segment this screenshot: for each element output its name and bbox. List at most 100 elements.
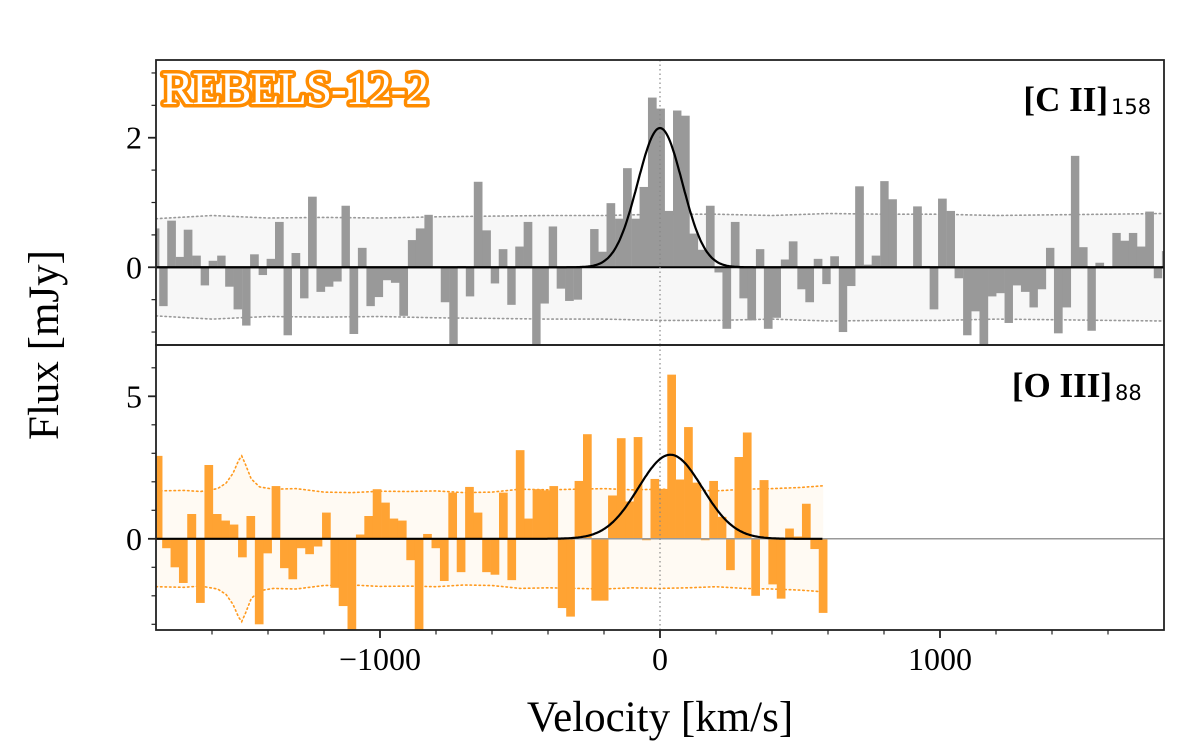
cii-flux-bar xyxy=(797,267,806,290)
source-name-badge: REBELS-12-2 xyxy=(162,63,428,115)
oiii-flux-bar xyxy=(238,538,247,558)
oiii-flux-bar xyxy=(473,512,483,539)
cii-flux-bar xyxy=(888,199,897,268)
cii-flux-bar xyxy=(1112,232,1121,268)
cii-flux-bar xyxy=(316,267,326,292)
oiii-flux-bar xyxy=(305,538,314,555)
oiii-flux-bar xyxy=(742,432,752,539)
cii-flux-bar xyxy=(498,249,508,268)
x-tick-label: 1000 xyxy=(908,641,972,677)
cii-line-subscript: 158 xyxy=(1111,95,1151,119)
x-tick-label: 0 xyxy=(652,641,668,677)
oiii-flux-bar xyxy=(759,480,769,539)
cii-flux-bar xyxy=(341,205,350,268)
oiii-flux-bar xyxy=(204,464,214,539)
oiii-gaussian-fit-line xyxy=(156,453,823,540)
cii-flux-bar xyxy=(664,210,674,268)
x-tick-label: −1000 xyxy=(339,641,421,677)
cii-flux-bar xyxy=(1078,247,1088,268)
oiii-flux-bar xyxy=(178,538,188,583)
cii-flux-bar xyxy=(1161,251,1164,268)
cii-flux-bar xyxy=(822,267,831,285)
cii-plot-area xyxy=(156,60,1164,345)
cii-flux-bar xyxy=(1120,240,1130,268)
cii-flux-bar xyxy=(440,267,450,303)
oiii-flux-bar xyxy=(490,538,500,575)
oiii-flux-bar xyxy=(322,512,331,539)
oiii-line-subscript: 88 xyxy=(1115,381,1142,405)
oiii-panel: 05 xyxy=(126,344,1165,631)
cii-flux-bar xyxy=(291,253,301,268)
oiii-flux-bar xyxy=(785,528,794,539)
cii-flux-bar xyxy=(871,255,881,268)
oiii-flux-bar xyxy=(515,450,525,539)
oiii-flux-bar xyxy=(456,538,466,573)
cii-flux-bar xyxy=(357,247,367,268)
oiii-flux-bar xyxy=(557,538,567,609)
oiii-flux-bar xyxy=(658,488,668,539)
oiii-flux-bar xyxy=(338,538,348,607)
cii-flux-bar xyxy=(788,241,798,268)
oiii-flux-bar xyxy=(330,538,340,588)
cii-flux-bar xyxy=(1062,267,1072,308)
cii-flux-bar xyxy=(382,267,392,281)
cii-flux-bar xyxy=(1053,267,1063,334)
oiii-flux-bar xyxy=(414,538,424,630)
oiii-flux-bar xyxy=(288,538,298,580)
cii-flux-bar xyxy=(390,267,400,283)
cii-flux-bar xyxy=(971,267,980,312)
cii-flux-bar xyxy=(515,246,524,268)
oiii-flux-bar xyxy=(389,518,399,539)
oiii-flux-bar xyxy=(566,538,575,617)
oiii-flux-bar xyxy=(616,438,626,539)
cii-flux-bar xyxy=(1095,262,1105,268)
oiii-flux-bar xyxy=(170,538,180,568)
oiii-flux-bar xyxy=(734,457,744,539)
oiii-flux-bar xyxy=(717,516,727,539)
cii-flux-bar xyxy=(1145,211,1154,268)
cii-flux-bar xyxy=(755,249,765,268)
oiii-flux-bar xyxy=(263,538,272,554)
oiii-flux-bar xyxy=(818,538,828,613)
cii-flux-bar xyxy=(747,267,757,321)
cii-flux-bar xyxy=(979,267,989,345)
cii-flux-bar xyxy=(507,267,516,305)
cii-flux-bar xyxy=(332,267,342,282)
cii-flux-bar xyxy=(772,267,781,318)
oiii-flux-bar xyxy=(381,502,390,539)
oiii-flux-bar xyxy=(229,524,239,539)
cii-y-tick-label: 2 xyxy=(126,120,142,156)
cii-flux-bar xyxy=(730,221,740,268)
cii-flux-bar xyxy=(200,267,210,286)
oiii-flux-bar xyxy=(355,534,365,539)
cii-noise-lower-line xyxy=(156,315,1164,322)
cii-flux-bar xyxy=(805,267,815,303)
cii-flux-bar xyxy=(424,214,433,268)
cii-flux-bar xyxy=(631,218,640,268)
cii-flux-bar xyxy=(573,267,583,300)
cii-flux-bar xyxy=(233,267,243,310)
oiii-flux-bar xyxy=(768,538,778,585)
cii-flux-bar xyxy=(490,267,500,284)
cii-flux-bar xyxy=(954,267,964,279)
cii-flux-bar xyxy=(449,267,458,345)
oiii-flux-bar xyxy=(439,538,449,581)
cii-flux-bar xyxy=(266,258,276,268)
cii-flux-bar xyxy=(1020,267,1030,292)
cii-flux-bar xyxy=(1045,247,1055,268)
cii-flux-bar xyxy=(1087,267,1096,331)
cii-flux-bar xyxy=(1004,267,1013,323)
x-axis: −1000 0 1000 xyxy=(211,630,1109,677)
oiii-flux-bar xyxy=(507,538,517,581)
oiii-flux-bar xyxy=(675,479,685,539)
oiii-flux-bar xyxy=(296,538,306,549)
oiii-plot-area xyxy=(156,345,1164,630)
cii-flux-bar xyxy=(913,206,922,268)
oiii-flux-bar xyxy=(397,520,407,539)
oiii-flux-bar xyxy=(591,538,601,601)
cii-flux-bar xyxy=(225,267,234,287)
cii-flux-bar xyxy=(846,267,856,287)
cii-flux-bar xyxy=(1136,246,1146,268)
cii-flux-bar xyxy=(1029,267,1038,308)
cii-flux-bar xyxy=(705,205,715,268)
